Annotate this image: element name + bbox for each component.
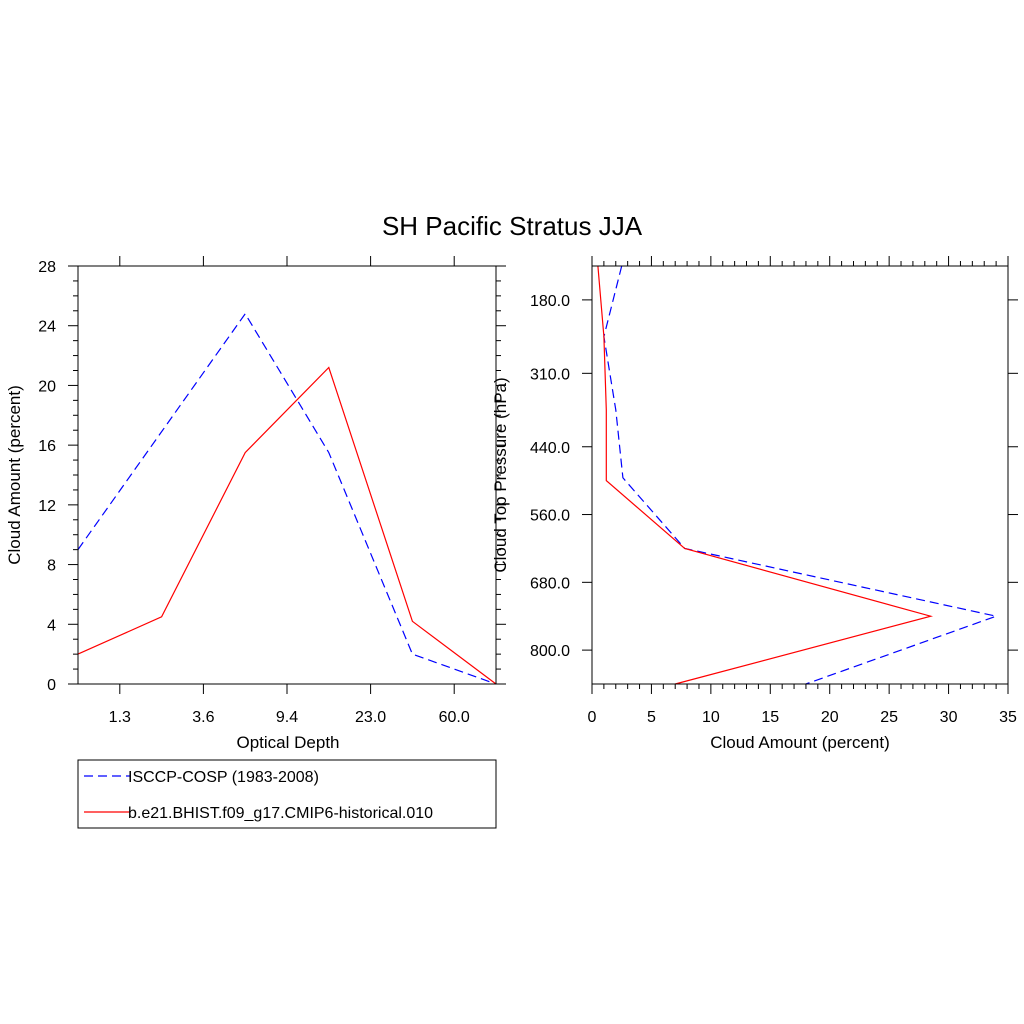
right-series-model-line [597, 265, 933, 685]
left-x-axis-label: Optical Depth [237, 733, 340, 752]
right-panel-cloud-top-pressure: 0 5 10 15 20 25 30 35 180.0 310.0 440.0 560.0 680.0 8… [491, 256, 1018, 752]
left-x-tick-label: 9.4 [276, 709, 298, 726]
left-series-group [77, 312, 497, 685]
right-plot-frame [591, 265, 1009, 685]
legend: ISCCP-COSP (1983-2008) b.e21.BHIST.f09_g… [77, 759, 497, 829]
right-y-tick-label: 800.0 [530, 643, 570, 660]
left-x-tick-label: 60.0 [439, 709, 470, 726]
right-x-tick-label: 25 [880, 709, 898, 726]
right-x-axis-label: Cloud Amount (percent) [710, 733, 890, 752]
right-y-tick-label: 560.0 [530, 508, 570, 525]
left-x-tick-label: 3.6 [192, 709, 214, 726]
left-y-tick-label: 28 [38, 259, 56, 276]
legend-label-isccp: ISCCP-COSP (1983-2008) [128, 769, 319, 786]
right-x-tick-label: 10 [702, 709, 720, 726]
left-series-model-line [77, 366, 497, 685]
left-y-tick-label: 16 [38, 438, 56, 455]
right-x-tick-label: 0 [588, 709, 597, 726]
legend-box [77, 759, 497, 829]
left-x-tick-label: 23.0 [355, 709, 386, 726]
left-x-tick-label: 1.3 [109, 709, 131, 726]
left-y-tick-label: 4 [47, 617, 56, 634]
left-panel-optical-depth: 0 4 8 12 16 20 24 28 1.3 3.6 9.4 23.0 60.0 Optical D… [5, 256, 506, 752]
left-y-axis-label: Cloud Amount (percent) [5, 385, 24, 565]
right-x-tick-label: 35 [999, 709, 1017, 726]
right-y-tick-label: 440.0 [530, 440, 570, 457]
right-y-tick-label: 180.0 [530, 293, 570, 310]
left-y-tick-label: 20 [38, 378, 56, 395]
legend-label-model: b.e21.BHIST.f09_g17.CMIP6-historical.010 [128, 805, 433, 822]
right-y-axis-label: Cloud Top Pressure (hPa) [491, 377, 510, 572]
right-x-tick-label: 15 [761, 709, 779, 726]
left-y-tick-label: 0 [47, 677, 56, 694]
left-axis-ticks: 0 4 8 12 16 20 24 28 1.3 3.6 9.4 23.0 60.0 [38, 256, 506, 726]
right-y-tick-label: 310.0 [530, 366, 570, 383]
left-y-tick-label: 12 [38, 498, 56, 515]
right-x-tick-label: 30 [940, 709, 958, 726]
right-x-tick-label: 5 [647, 709, 656, 726]
left-y-tick-label: 8 [47, 558, 56, 575]
right-axis-ticks: 0 5 10 15 20 25 30 35 180.0 310.0 440.0 560.0 680.0 8… [530, 256, 1018, 726]
right-series-group [597, 265, 999, 685]
right-y-tick-label: 680.0 [530, 575, 570, 592]
left-y-tick-label: 24 [38, 319, 56, 336]
right-x-tick-label: 20 [821, 709, 839, 726]
left-series-isccp-line [77, 312, 497, 685]
chart-title: SH Pacific Stratus JJA [382, 211, 643, 241]
